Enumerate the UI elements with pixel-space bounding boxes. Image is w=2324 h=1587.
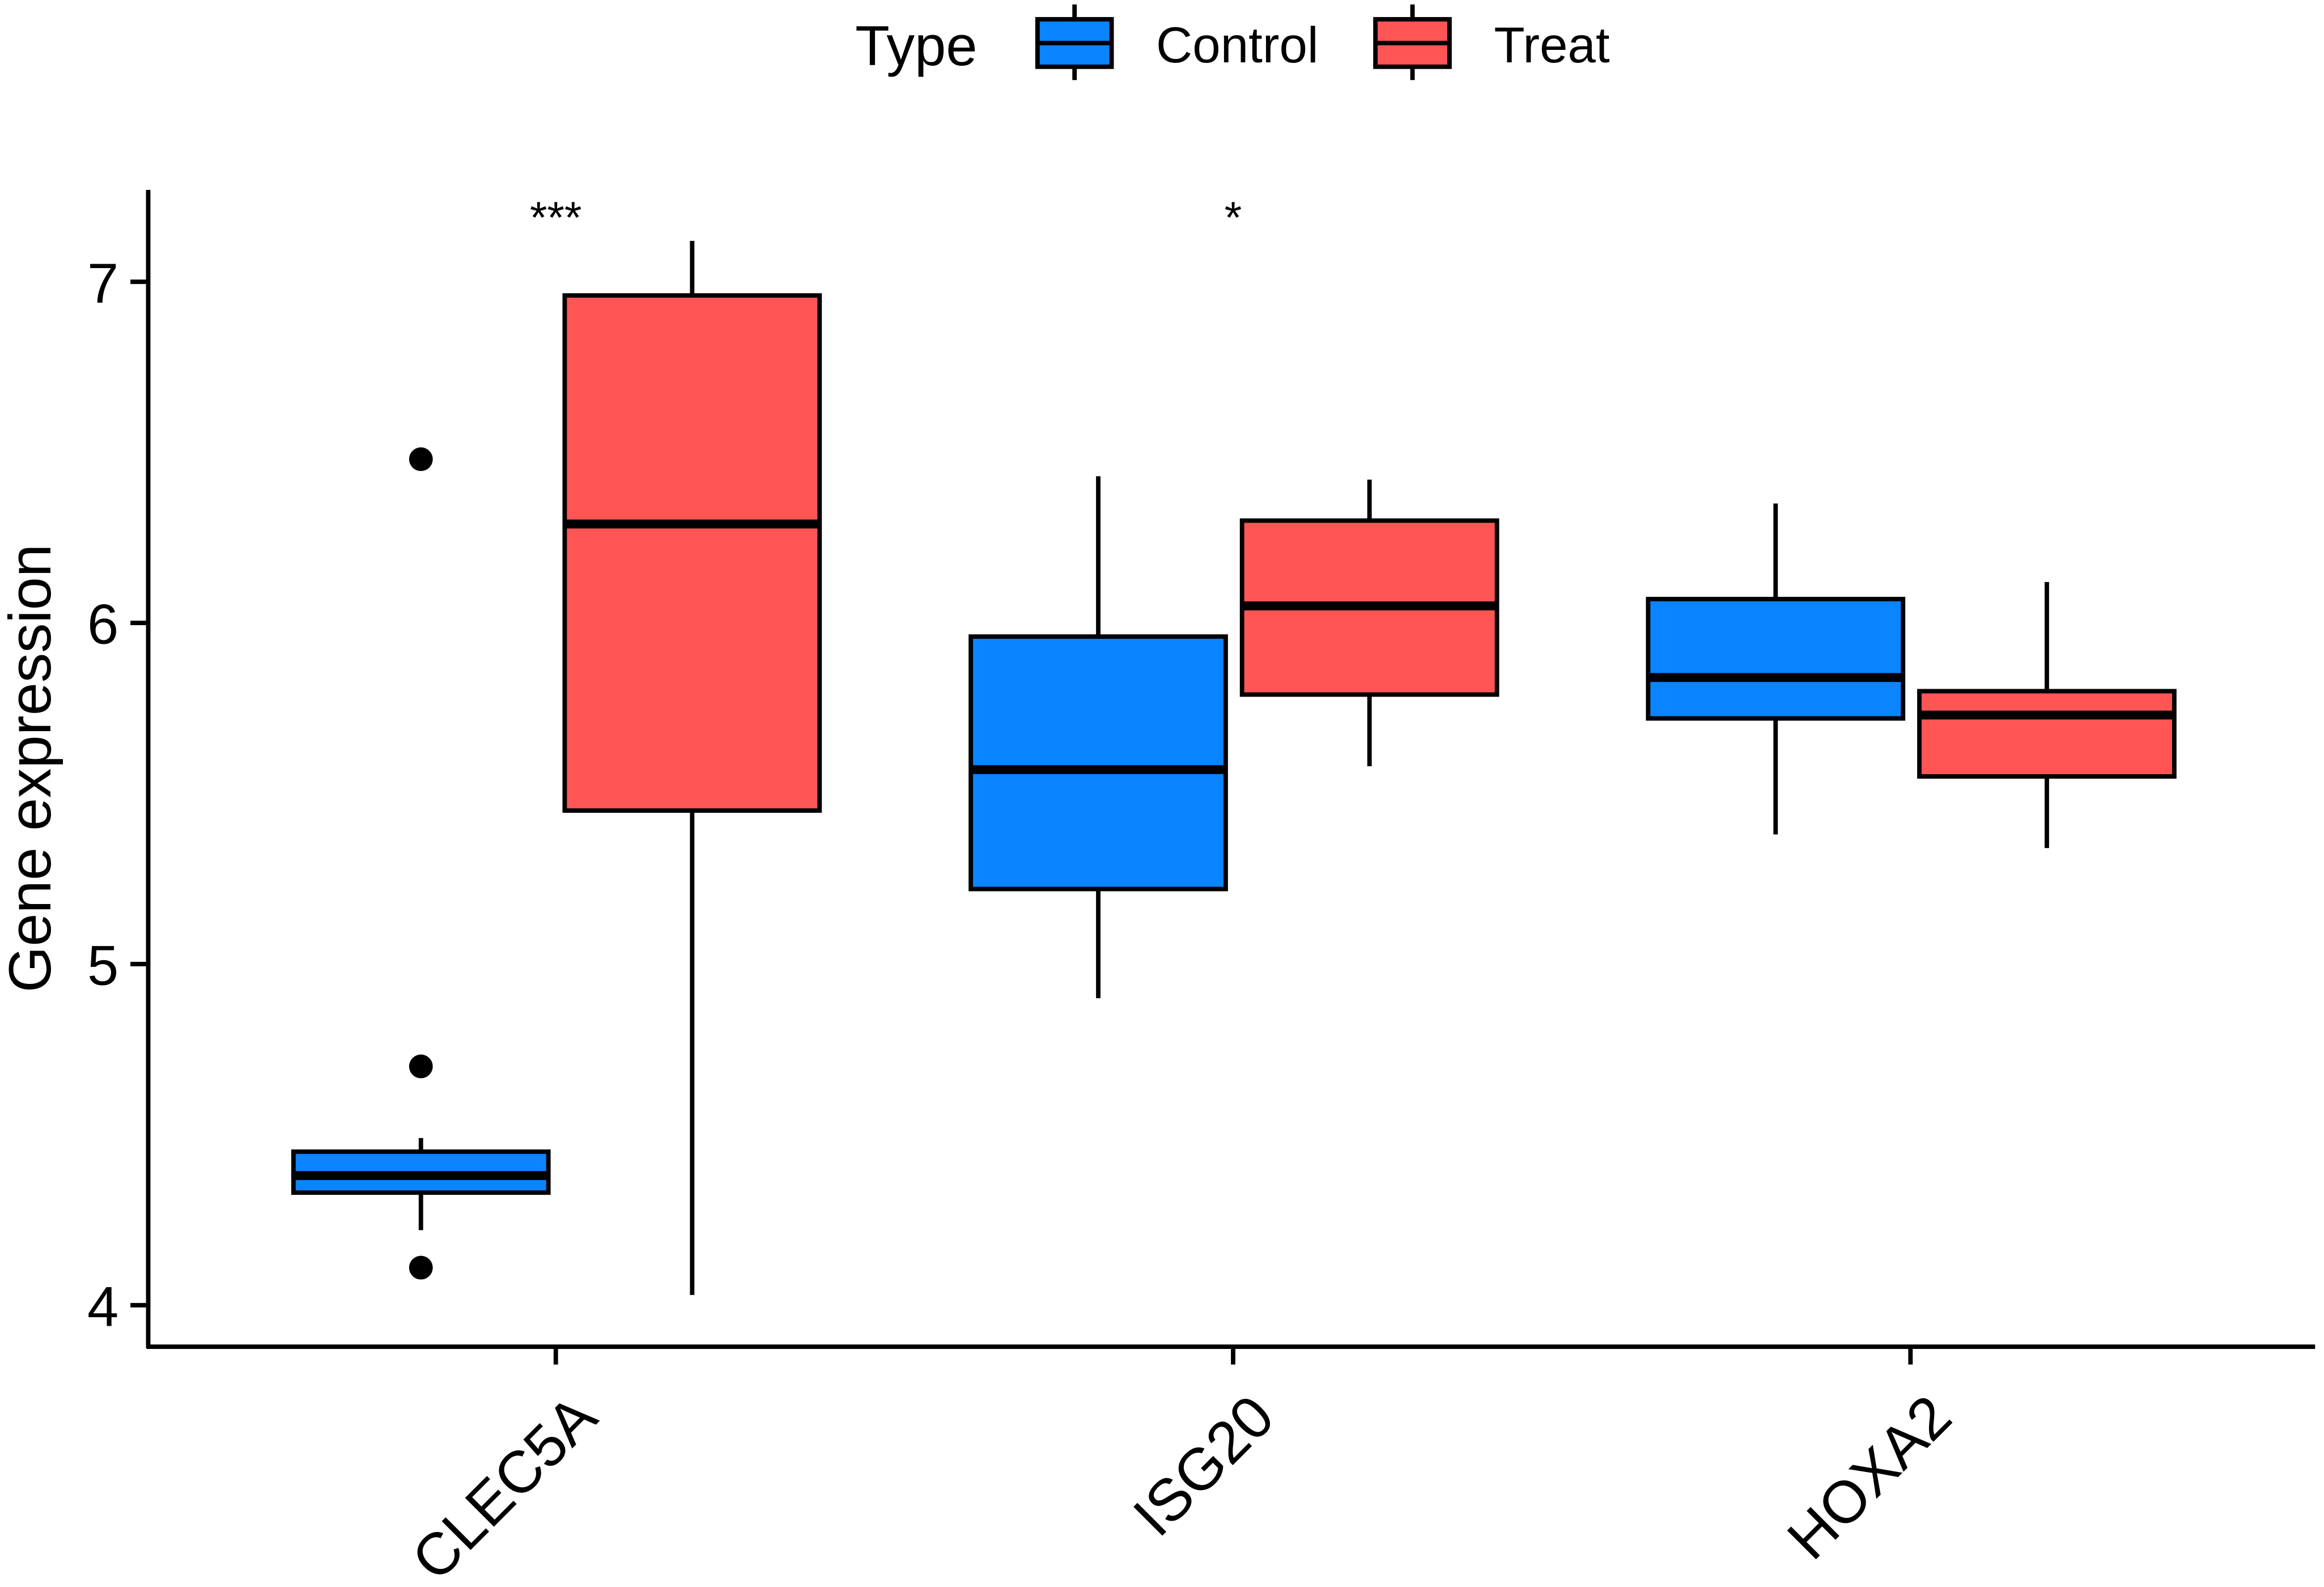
outlier-point <box>409 1255 433 1280</box>
box-control-hoxa2 <box>1646 503 1906 835</box>
box-treat-isg20 <box>1239 480 1499 766</box>
box-iqr <box>968 634 1228 892</box>
box-treat-hoxa2 <box>1917 582 2177 848</box>
outlier-point <box>409 1054 433 1079</box>
box-treat-clec5a <box>562 240 822 1295</box>
box-control-isg20 <box>968 476 1228 999</box>
y-axis-label: Gene expression <box>0 544 63 992</box>
legend-label: Control <box>1156 16 1319 73</box>
significance-label: *** <box>530 193 582 243</box>
outlier-point <box>409 447 433 472</box>
x-tick-label: HOXA2 <box>1775 1383 1964 1572</box>
legend-title: Type <box>855 15 977 78</box>
y-tick-label: 4 <box>87 1275 118 1338</box>
y-tick-label: 5 <box>87 935 118 998</box>
box-iqr <box>562 293 822 813</box>
box-control-clec5a <box>291 447 551 1280</box>
legend-key-treat <box>1373 4 1452 80</box>
legend: Type Control Treat <box>855 4 1610 80</box>
x-tick-label: CLEC5A <box>400 1383 610 1587</box>
plot-area: *** * <box>291 193 2177 1295</box>
y-tick-label: 7 <box>87 252 118 315</box>
y-tick-label: 6 <box>87 593 118 656</box>
box-iqr <box>1646 597 1906 721</box>
legend-key-control <box>1035 4 1114 80</box>
legend-label: Treat <box>1494 16 1610 73</box>
x-tick-label: ISG20 <box>1121 1383 1286 1549</box>
significance-label: * <box>1225 193 1242 243</box>
box-iqr <box>1917 689 2177 779</box>
